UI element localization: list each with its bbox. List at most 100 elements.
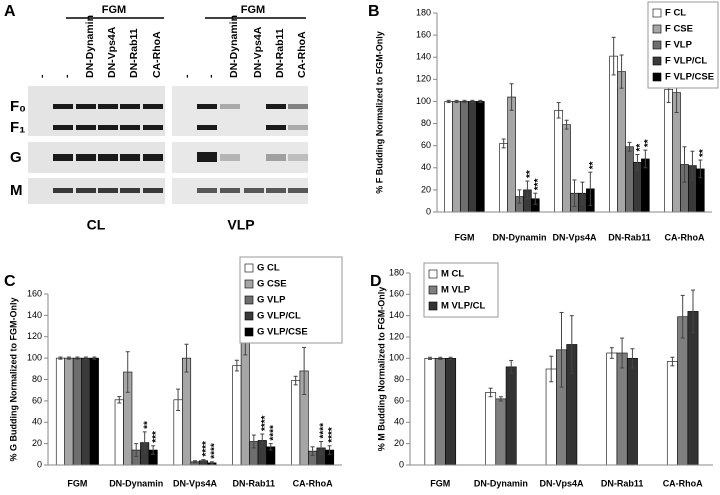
error-bar: [462, 99, 467, 104]
bar: [507, 96, 516, 213]
x-tick-label: DN-Dynamin: [109, 478, 163, 488]
group-label: FGM: [102, 4, 126, 16]
band: [266, 154, 286, 161]
bar: [616, 352, 628, 466]
error-bar: [209, 461, 214, 465]
bar: [499, 143, 508, 213]
band: [98, 188, 118, 193]
significance: **: [142, 421, 153, 429]
y-tick-label: 60: [421, 140, 431, 150]
error-bar: [620, 337, 625, 369]
error-bar: [470, 99, 475, 104]
lane-label: DN-Rab11: [128, 28, 140, 78]
y-tick-label: 60: [394, 395, 404, 405]
bar: [562, 124, 571, 213]
error-bar: [501, 138, 506, 149]
error-bar: [125, 351, 130, 393]
significance: ***: [151, 431, 162, 443]
bands: [53, 104, 308, 193]
legend: G CL G CSE G VLP G VLP/CL G VLP/CSE: [239, 256, 343, 344]
blot: [172, 142, 308, 173]
x-tick-label: FGM: [67, 478, 87, 488]
error-bar: [580, 181, 585, 205]
band: [288, 188, 308, 193]
significance: ****: [210, 443, 221, 459]
error-bar: [193, 460, 197, 464]
error-bar: [643, 149, 648, 169]
y-tick-label: 160: [389, 289, 404, 299]
legend-swatch: [244, 263, 254, 273]
bar: [452, 101, 461, 213]
error-bar: [251, 434, 256, 449]
error-bar: [691, 289, 696, 334]
lane-label: -: [61, 74, 73, 78]
x-tick-label: CA-RhoA: [665, 232, 705, 242]
band: [76, 188, 96, 193]
significance: ****: [327, 427, 338, 443]
y-tick-label: 20: [421, 184, 431, 194]
y-tick-label: 100: [27, 353, 42, 363]
group-label: FGM: [241, 4, 265, 16]
band: [76, 104, 96, 109]
x-tick-label: FGM: [430, 478, 450, 488]
row-label: F₁: [10, 119, 25, 136]
x-tick-label: FGM: [455, 232, 475, 242]
x-tick-label: DN-Rab11: [608, 232, 651, 242]
legend-label: G CSE: [257, 279, 287, 290]
band: [120, 154, 140, 161]
bar: [460, 101, 469, 213]
lane-label: DN-Rab11: [274, 28, 286, 78]
error-bar: [134, 443, 139, 457]
significance: ***: [533, 178, 544, 190]
error-bar: [260, 433, 265, 448]
bar: [232, 365, 242, 466]
lane-label: DN-Dynamin: [228, 15, 240, 78]
y-tick-label: 120: [416, 74, 431, 84]
error-bar: [690, 150, 695, 181]
y-tick-label: 180: [416, 7, 431, 17]
y-tick-label: 120: [27, 331, 42, 341]
bar: [468, 101, 477, 213]
y-tick-label: 140: [416, 52, 431, 62]
row-label: M: [10, 182, 23, 199]
y-tick-label: 0: [426, 206, 431, 216]
error-bar: [549, 355, 554, 383]
significance: **: [525, 170, 536, 178]
legend-label: G CL: [257, 263, 280, 274]
blot: [28, 142, 165, 173]
band: [120, 188, 140, 193]
error-bar: [611, 36, 616, 76]
bar-chart: C % G Budding Normalized to FGM-Only 0 20 40…: [4, 256, 343, 488]
lane-label: CA-RhoA: [296, 31, 308, 78]
y-axis-label: % F Budding Normalized to FGM-Only: [374, 31, 384, 194]
bar: [445, 358, 457, 466]
lane-label: -: [36, 74, 48, 78]
legend-label: F VLP/CSE: [665, 72, 714, 83]
y-tick-label: 140: [27, 310, 42, 320]
y-tick-label: 180: [389, 267, 404, 277]
band: [143, 104, 163, 109]
significance: **: [635, 144, 646, 152]
legend-swatch: [244, 279, 254, 289]
error-bar: [302, 346, 307, 395]
bar: [89, 357, 99, 466]
blot-label: CL: [87, 217, 106, 233]
band: [288, 154, 308, 161]
x-tick-label: CA-RhoA: [663, 478, 703, 488]
y-tick-label: 80: [394, 374, 404, 384]
error-bar: [525, 180, 530, 200]
band: [244, 188, 264, 193]
blot: [172, 86, 308, 136]
legend-swatch: [428, 285, 438, 295]
lane-label: DN-Dynamin: [84, 15, 96, 78]
error-bar: [627, 141, 632, 152]
x-tick-label: DN-Rab11: [233, 478, 276, 488]
error-bar: [75, 356, 80, 360]
legend-label: F CL: [665, 8, 686, 19]
error-bar: [498, 396, 503, 402]
error-bar: [569, 315, 574, 374]
band: [197, 152, 217, 162]
band: [288, 104, 308, 109]
band: [266, 188, 286, 193]
band: [98, 154, 118, 161]
